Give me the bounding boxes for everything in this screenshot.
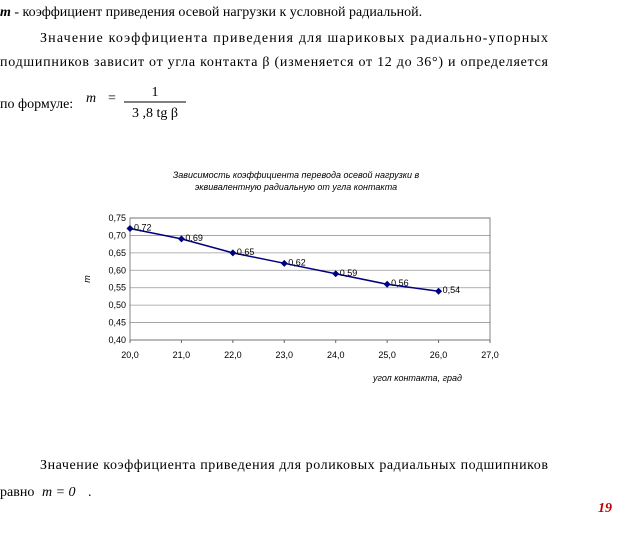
- marker: [177, 235, 185, 243]
- formula-numerator: 1: [152, 85, 159, 100]
- y-tick-label: 0,55: [108, 283, 126, 293]
- x-tick-label: 26,0: [430, 350, 448, 360]
- x-tick-label: 21,0: [173, 350, 191, 360]
- data-label: 0,54: [443, 285, 461, 295]
- marker: [383, 280, 391, 288]
- formula-denominator: 3 ,8 tg β: [132, 106, 178, 121]
- y-tick-label: 0,50: [108, 300, 126, 310]
- y-tick-label: 0,60: [108, 265, 126, 275]
- chart: Зависимость коэффициента перевода осевой…: [82, 170, 499, 383]
- intro-text: - коэффициент приведения осевой нагрузки…: [11, 5, 422, 20]
- x-tick-label: 24,0: [327, 350, 345, 360]
- paragraph-line: Значение коэффициента приведения для шар…: [40, 31, 548, 46]
- plot-frame: [129, 217, 491, 341]
- x-axis-label: угол контакта, град: [372, 373, 462, 383]
- chart-title: Зависимость коэффициента перевода осевой…: [173, 170, 420, 180]
- marker: [126, 224, 134, 232]
- data-label: 0,56: [391, 278, 409, 288]
- data-label: 0,72: [134, 222, 152, 232]
- marker: [435, 287, 443, 295]
- paragraph-line: Значение коэффициента приведения для рол…: [40, 458, 548, 473]
- paragraph-line: равно: [0, 485, 34, 500]
- x-tick-label: 22,0: [224, 350, 242, 360]
- symbol: m: [0, 5, 11, 20]
- marker: [280, 259, 288, 267]
- chart-title: эквивалентную радиальную от угла контакт…: [195, 182, 397, 192]
- data-label: 0,69: [185, 233, 203, 243]
- x-tick-label: 20,0: [121, 350, 139, 360]
- y-tick-label: 0,70: [108, 230, 126, 240]
- y-tick-label: 0,40: [108, 335, 126, 345]
- marker: [229, 249, 237, 257]
- intro: m - коэффициент приведения осевой нагруз…: [0, 5, 422, 20]
- data-label: 0,59: [340, 268, 358, 278]
- paragraph-end: .: [88, 485, 92, 500]
- x-tick-label: 25,0: [378, 350, 396, 360]
- y-tick-label: 0,45: [108, 318, 126, 328]
- paragraph-line: подшипников зависит от угла контакта β (…: [0, 55, 549, 70]
- page-number: 19: [598, 501, 612, 516]
- paragraph-line: по формуле:: [0, 97, 73, 112]
- data-label: 0,65: [237, 247, 255, 257]
- formula-lhs: m: [86, 91, 96, 106]
- formula-equals: =: [108, 91, 116, 106]
- x-tick-label: 23,0: [276, 350, 294, 360]
- y-tick-label: 0,65: [108, 248, 126, 258]
- marker: [332, 270, 340, 278]
- x-tick-label: 27,0: [481, 350, 499, 360]
- y-tick-label: 0,75: [108, 213, 126, 223]
- data-label: 0,62: [288, 257, 306, 267]
- y-axis-label: m: [82, 275, 92, 283]
- formula: m = 0: [42, 485, 76, 500]
